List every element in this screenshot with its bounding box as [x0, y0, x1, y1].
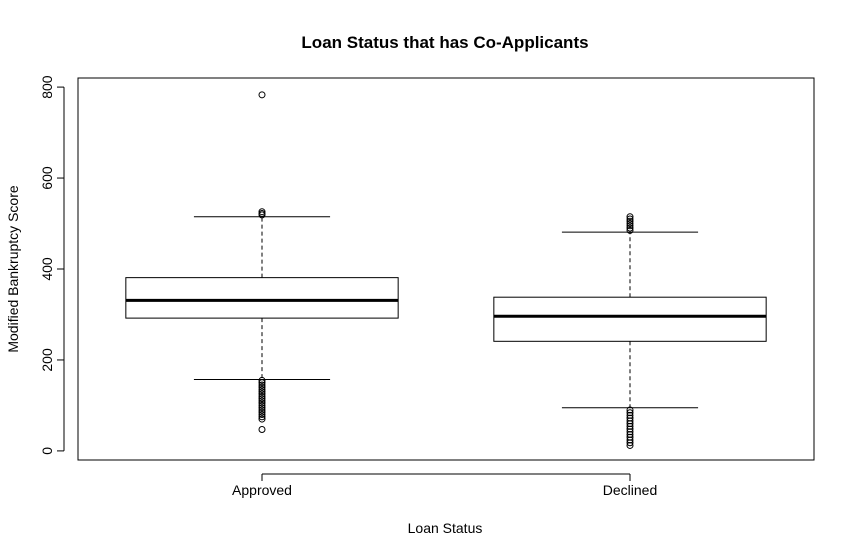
outlier-point [626, 425, 634, 433]
outlier-point [258, 395, 266, 403]
outlier-point [626, 420, 634, 428]
outlier-point [258, 379, 266, 387]
iqr-box [493, 296, 767, 342]
outlier-point [258, 208, 266, 216]
outlier-point [258, 415, 266, 423]
outlier-point [258, 413, 266, 421]
box-approved [125, 91, 399, 434]
y-axis: 0 200 400 600 800 [39, 75, 65, 455]
plot-frame [77, 77, 815, 461]
outlier-point [626, 436, 634, 444]
outlier-point [626, 431, 634, 439]
x-axis: Approved Declined [232, 473, 657, 498]
y-tick-label: 400 [39, 257, 55, 281]
y-tick-label: 200 [39, 348, 55, 372]
outlier-point [258, 91, 266, 99]
outlier-point [258, 392, 266, 400]
outlier-point [258, 411, 266, 419]
iqr-box [125, 277, 399, 319]
outlier-point [626, 439, 634, 447]
outlier-point [626, 441, 634, 449]
outlier-point [626, 411, 634, 419]
outlier-point [258, 388, 266, 396]
outlier-point [626, 222, 634, 230]
outlier-point [626, 226, 634, 234]
x-tick-label: Declined [603, 482, 657, 498]
outlier-point [258, 390, 266, 398]
chart-title: Loan Status that has Co-Applicants [301, 33, 588, 52]
outlier-point [258, 381, 266, 389]
outlier-point [258, 406, 266, 414]
outlier-point [258, 408, 266, 416]
outlier-point [258, 386, 266, 394]
outlier-point [258, 383, 266, 391]
box-series [125, 91, 767, 449]
outlier-point [626, 224, 634, 232]
outlier-point [258, 399, 266, 407]
outlier-point [626, 414, 634, 422]
outlier-point [626, 422, 634, 430]
box-declined [493, 213, 767, 449]
outlier-point [626, 215, 634, 223]
y-tick-label: 800 [39, 75, 55, 99]
outlier-point [258, 401, 266, 409]
outlier-point [258, 426, 266, 434]
outlier-point [626, 213, 634, 221]
y-tick-label: 600 [39, 166, 55, 190]
outlier-point [626, 433, 634, 441]
outlier-point [626, 428, 634, 436]
y-axis-label: Modified Bankruptcy Score [5, 185, 21, 353]
outlier-point [626, 417, 634, 425]
outlier-point [626, 217, 634, 225]
outlier-point [258, 397, 266, 405]
outlier-point [626, 409, 634, 417]
x-tick-label: Approved [232, 482, 292, 498]
outlier-point [258, 376, 266, 384]
outlier-point [258, 404, 266, 412]
outlier-point [258, 210, 266, 218]
x-axis-label: Loan Status [408, 520, 483, 536]
outlier-point [626, 406, 634, 414]
y-tick-label: 0 [39, 447, 55, 455]
outlier-point [626, 220, 634, 228]
